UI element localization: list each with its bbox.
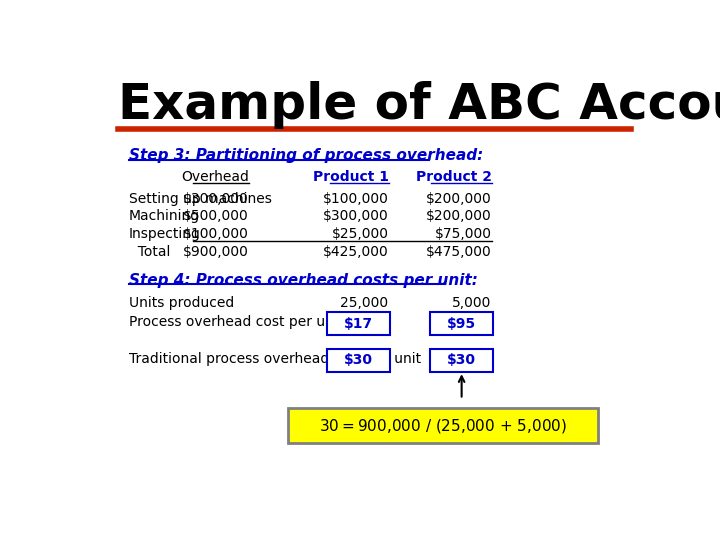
- Text: Traditional process overhead cost per unit: Traditional process overhead cost per un…: [129, 352, 421, 366]
- FancyBboxPatch shape: [431, 312, 493, 335]
- Text: Setting up machines: Setting up machines: [129, 192, 272, 206]
- Text: $75,000: $75,000: [435, 227, 492, 241]
- Text: Total: Total: [129, 245, 171, 259]
- Text: $30: $30: [344, 353, 373, 367]
- Text: $30: $30: [447, 353, 476, 367]
- Text: $900,000: $900,000: [183, 245, 249, 259]
- Text: $95: $95: [447, 317, 476, 331]
- Text: Step 4: Process overhead costs per unit:: Step 4: Process overhead costs per unit:: [129, 273, 478, 288]
- Text: Overhead: Overhead: [181, 170, 249, 184]
- Text: $475,000: $475,000: [426, 245, 492, 259]
- Text: $200,000: $200,000: [426, 192, 492, 206]
- Text: Machining: Machining: [129, 210, 200, 224]
- Text: $500,000: $500,000: [184, 210, 249, 224]
- FancyBboxPatch shape: [288, 408, 598, 443]
- Text: $425,000: $425,000: [323, 245, 389, 259]
- Text: 5,000: 5,000: [452, 295, 492, 309]
- Text: Step 3: Partitioning of process overhead:: Step 3: Partitioning of process overhead…: [129, 148, 483, 163]
- Text: Inspecting: Inspecting: [129, 227, 201, 241]
- Text: Product 2: Product 2: [415, 170, 492, 184]
- Text: $100,000: $100,000: [183, 227, 249, 241]
- Text: $200,000: $200,000: [426, 210, 492, 224]
- Text: Process overhead cost per unit: Process overhead cost per unit: [129, 315, 343, 329]
- Text: Example of ABC Accounting: Example of ABC Accounting: [118, 82, 720, 130]
- FancyBboxPatch shape: [431, 349, 493, 372]
- FancyBboxPatch shape: [327, 349, 390, 372]
- Text: Product 1: Product 1: [312, 170, 389, 184]
- Text: $17: $17: [344, 317, 373, 331]
- Text: $100,000: $100,000: [323, 192, 389, 206]
- Text: $300,000: $300,000: [323, 210, 389, 224]
- Text: $25,000: $25,000: [331, 227, 389, 241]
- Text: Units produced: Units produced: [129, 295, 234, 309]
- Text: $300,000: $300,000: [184, 192, 249, 206]
- FancyBboxPatch shape: [327, 312, 390, 335]
- Text: 25,000: 25,000: [341, 295, 389, 309]
- Text: $30 = $900,000 / (25,000 + 5,000): $30 = $900,000 / (25,000 + 5,000): [319, 416, 567, 435]
